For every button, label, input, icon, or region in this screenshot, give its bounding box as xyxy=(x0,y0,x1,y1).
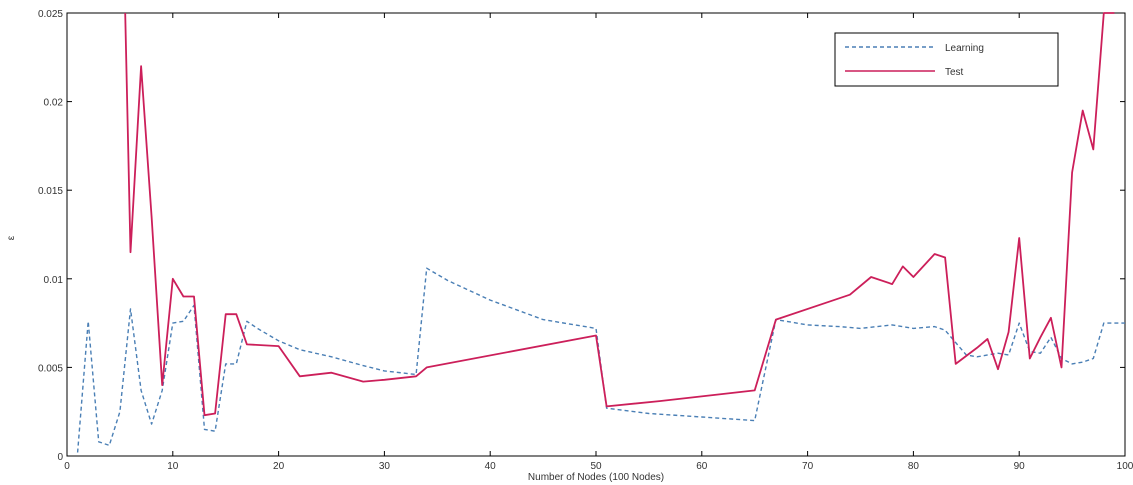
series-layer xyxy=(76,12,1125,453)
x-axis-ticks: 0 10 20 30 40 50 60 70 80 90 100 xyxy=(64,13,1133,472)
y-axis-ticks: 0 0.005 0.01 0.015 0.02 0.025 xyxy=(38,9,1125,463)
series-line-learning xyxy=(76,267,1125,453)
x-tick-label: 20 xyxy=(273,461,285,472)
x-tick-label: 70 xyxy=(802,461,814,472)
legend-label-learning: Learning xyxy=(945,43,984,54)
y-axis-label: ε xyxy=(6,235,17,240)
x-axis-label: Number of Nodes (100 Nodes) xyxy=(528,472,664,483)
y-tick-label: 0.015 xyxy=(38,186,63,197)
x-tick-label: 80 xyxy=(908,461,920,472)
x-tick-label: 100 xyxy=(1117,461,1133,472)
plot-area xyxy=(66,12,1126,457)
series-line-test xyxy=(124,12,1115,417)
x-tick-label: 0 xyxy=(64,461,70,472)
x-tick-label: 40 xyxy=(485,461,497,472)
x-tick-label: 60 xyxy=(696,461,708,472)
x-tick-label: 30 xyxy=(379,461,391,472)
y-tick-label: 0.01 xyxy=(44,275,64,286)
legend: Learning Test xyxy=(834,32,1059,87)
x-tick-label: 90 xyxy=(1014,461,1026,472)
y-tick-label: 0.02 xyxy=(44,98,64,109)
y-tick-label: 0.025 xyxy=(38,9,63,20)
x-tick-label: 10 xyxy=(167,461,179,472)
y-tick-label: 0 xyxy=(57,452,63,463)
legend-box xyxy=(834,32,1059,87)
legend-label-test: Test xyxy=(945,67,964,78)
y-tick-label: 0.005 xyxy=(38,363,63,374)
x-tick-label: 50 xyxy=(590,461,602,472)
